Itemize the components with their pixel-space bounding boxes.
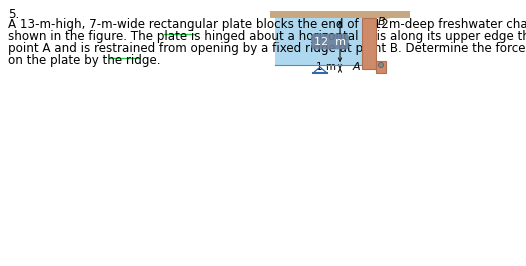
Text: shown in the figure. The plate is hinged about a horizontal axis along its upper: shown in the figure. The plate is hinged… <box>8 30 526 43</box>
Text: 5.: 5. <box>8 8 19 21</box>
Text: 12  m: 12 m <box>314 36 346 47</box>
Bar <box>362 18 376 69</box>
Text: point A and is restrained from opening by a fixed ridge at point B. Determine th: point A and is restrained from opening b… <box>8 42 526 55</box>
Text: A 13-m-high, 7-m-wide rectangular plate blocks the end of a 12m-deep freshwater : A 13-m-high, 7-m-wide rectangular plate … <box>8 18 526 31</box>
Bar <box>270 11 410 18</box>
Text: B: B <box>378 17 386 27</box>
Bar <box>376 61 386 73</box>
Bar <box>275 18 362 65</box>
Ellipse shape <box>375 13 393 19</box>
Text: on the plate by the ridge.: on the plate by the ridge. <box>8 54 160 67</box>
Circle shape <box>379 63 383 68</box>
Text: 1 m: 1 m <box>316 62 336 72</box>
Text: A: A <box>352 62 360 72</box>
